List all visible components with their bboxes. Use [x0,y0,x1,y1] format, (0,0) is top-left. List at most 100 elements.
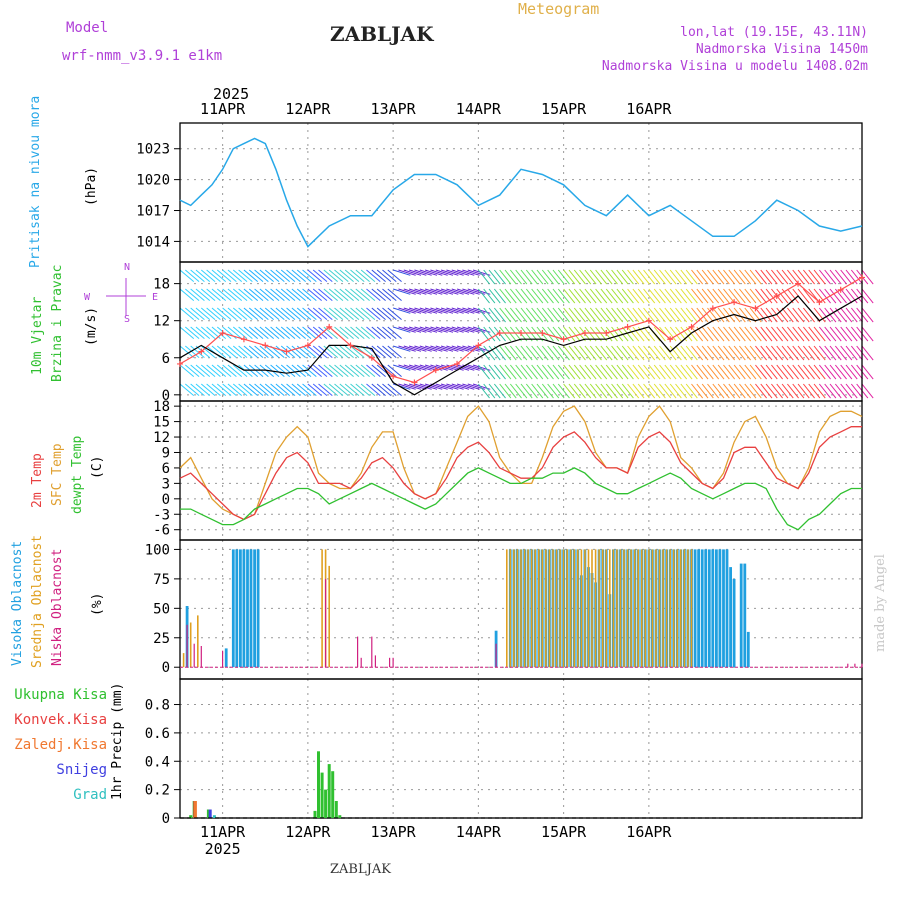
gust-marker [326,323,333,330]
gust-marker [581,330,588,337]
wind-arrow [499,326,512,342]
wind-arrow [275,345,290,358]
day-label-bottom: 15APR [541,823,587,841]
y-tick-label: 9 [162,445,170,461]
wind-arrow [563,269,576,285]
wind-arrow [717,326,730,342]
wind-arrow [477,345,490,361]
wind-arrow [595,307,608,323]
precip-bar [338,815,342,818]
wind-arrow [563,307,576,323]
wind-arrow [616,269,629,285]
precip-bar [206,809,210,818]
wind-arrow [451,269,470,276]
wind-arrow [414,364,432,371]
gust-marker [219,330,226,337]
wind-arrow [435,269,454,276]
wind-arrow [307,288,322,301]
wind-arrow [802,383,815,399]
wind-arrow [185,326,200,339]
precip-legend-item: Snijeg [56,762,107,778]
wind-arrow [643,326,656,342]
wind-arrow [584,383,597,399]
wind-arrow [222,288,237,301]
y-tick-label: 12 [153,314,170,330]
wind-arrow [547,364,560,380]
wind-arrow [669,345,682,361]
wind-arrow [659,345,672,361]
gust-marker [816,299,823,306]
wind-arrow [334,288,349,301]
wind-arrow [509,364,522,380]
wind-arrow [259,383,275,396]
wind-arrow [776,288,789,304]
wind-arrow [254,269,269,282]
wind-arrow [802,269,815,285]
wind-arrow [632,326,645,342]
wind-arrow [584,307,597,323]
wind-arrow [621,307,634,323]
wind-arrow [643,383,656,399]
wind-arrow [446,345,464,352]
wind-arrow [334,383,349,396]
wind-arrow [808,269,821,285]
wind-arrow [840,326,853,342]
wind-arrow [637,288,650,304]
wind-arrow [829,288,842,304]
mid-cloud-bar [601,549,604,668]
wind-arrow [270,364,285,377]
wind-arrow [408,288,427,295]
wind-arrow [589,307,602,323]
wind-arrow [552,288,565,304]
wind-arrow [760,326,773,342]
wind-arrow [739,326,752,342]
wind-arrow [749,364,762,380]
y-tick-label: 1014 [136,234,170,250]
wind-arrow [520,288,533,304]
wind-arrow [211,383,227,396]
wind-arrow [248,364,264,377]
wind-arrow [659,383,672,399]
wind-arrow [765,345,778,361]
wind-arrow [611,345,624,361]
wind-arrow [723,364,736,380]
wind-arrow [818,364,831,380]
wind-arrow [280,326,296,339]
wind-arrow [845,307,858,323]
wind-arrow [462,383,480,390]
wind-arrow [211,307,227,320]
wind-arrow [366,364,381,377]
wind-arrow [691,288,704,304]
wind-arrow [845,364,858,380]
wind-arrow [541,383,554,399]
wind-arrow [541,269,554,285]
wind-arrow [403,288,422,295]
wind-arrow [243,345,259,358]
wind-arrow [637,383,650,399]
mid-cloud-bar [182,653,185,668]
high-cloud-bar [249,549,253,668]
altitude-label: Nadmorska Visina 1450m [695,42,868,57]
wind-arrow [312,288,328,301]
wind-arrow [355,307,370,320]
wind-arrow [840,307,853,323]
wind-arrow [792,383,805,399]
wind-arrow [286,288,301,301]
wind-arrow [419,364,438,371]
wind-arrow [350,383,365,396]
wind-arrow [776,345,789,361]
wind-arrow [781,307,794,323]
mid-cloud-bar [321,549,323,668]
low-cloud-bar [193,643,195,668]
wind-arrow [850,326,863,342]
wind-arrow [286,345,301,358]
mid-cloud-bar [566,549,568,668]
y-tick-label: 100 [145,542,170,558]
wind-arrow [291,307,306,320]
precip-legend-item: Grad [73,787,107,803]
day-label-bottom: 12APR [285,823,331,841]
wind-arrow [776,269,789,285]
wind-arrow [451,288,470,295]
wind-arrow [701,288,714,304]
high-cloud-bar [700,549,704,668]
